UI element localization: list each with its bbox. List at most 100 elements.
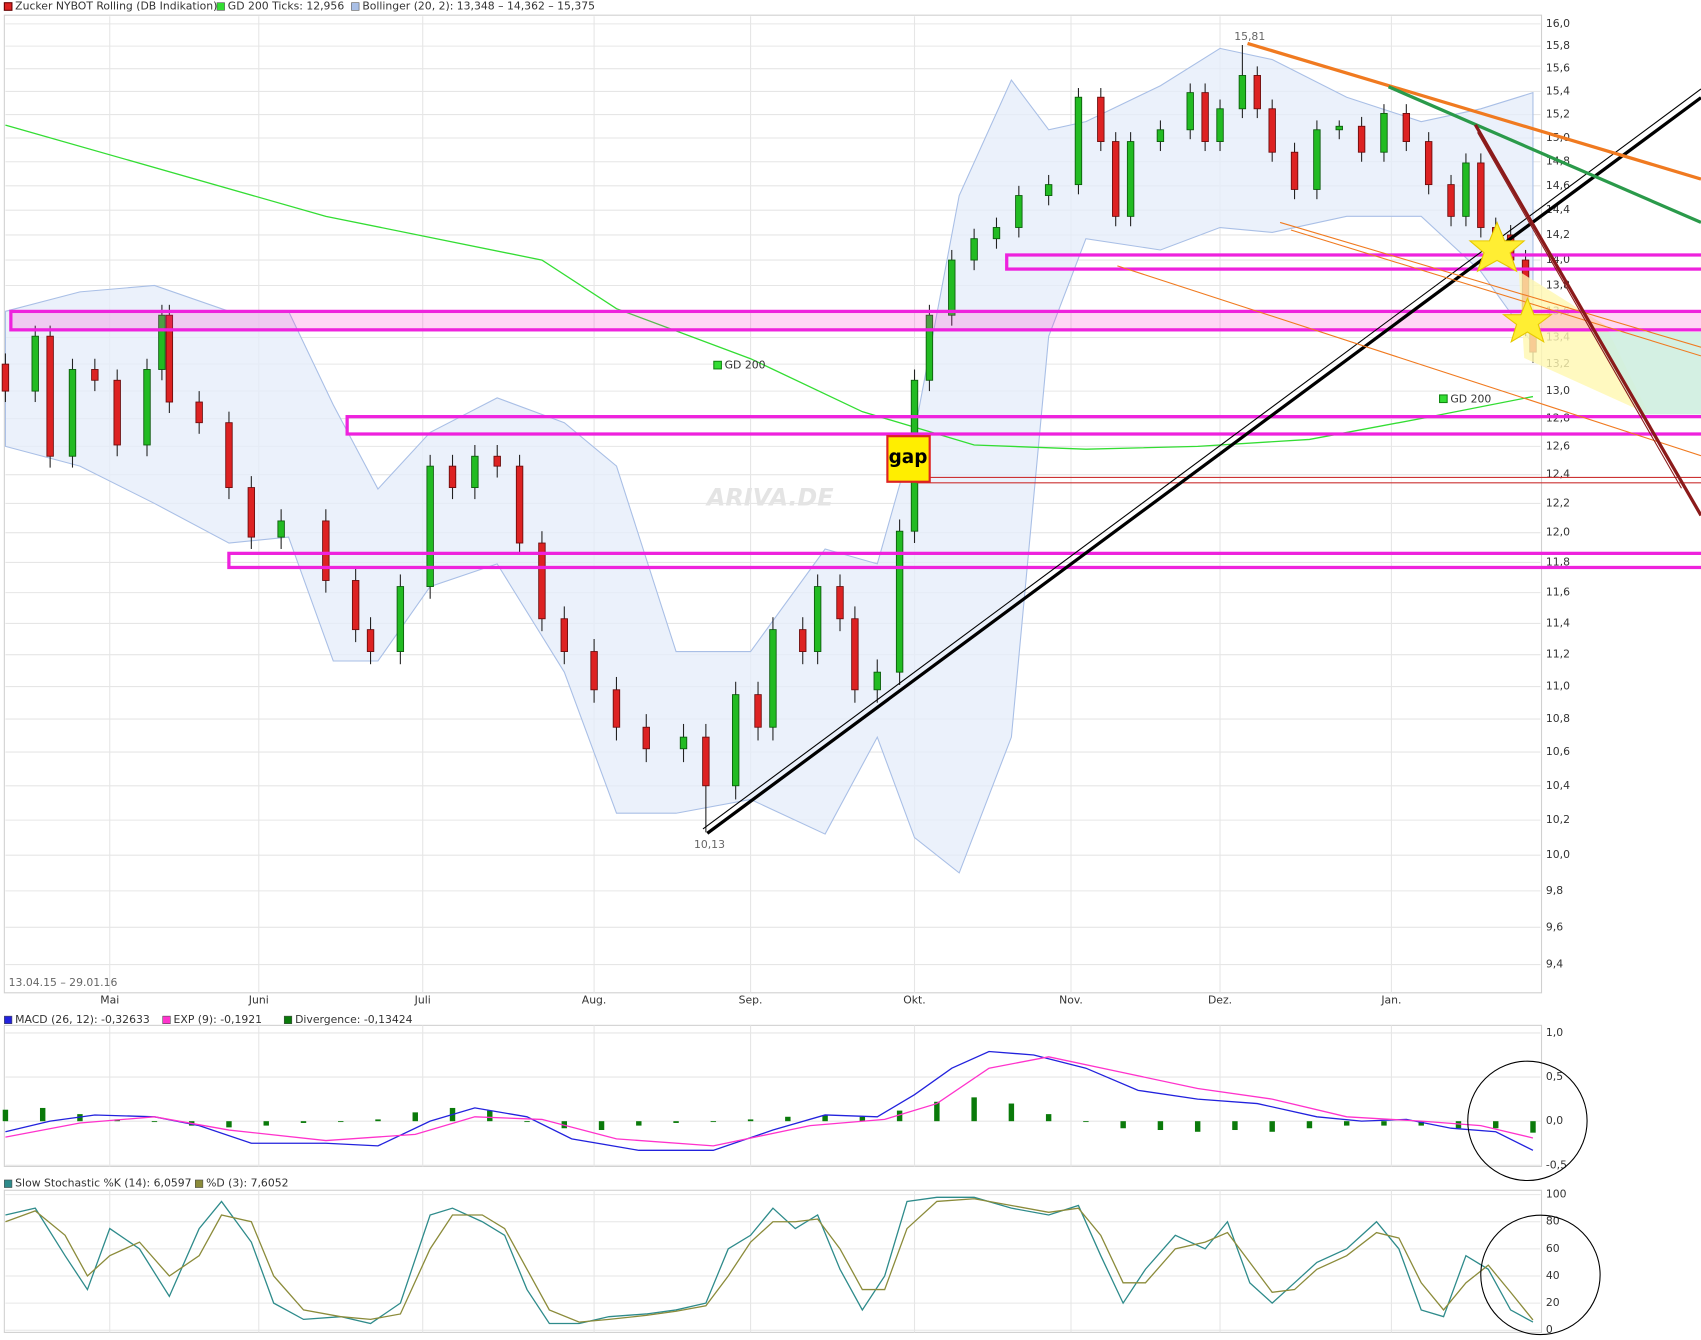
y-tick-label: 1,0 xyxy=(1546,1026,1563,1039)
y-tick-label: 12,6 xyxy=(1546,439,1570,452)
histogram-bar xyxy=(1045,1114,1052,1122)
y-tick-label: 100 xyxy=(1546,1188,1567,1201)
candle-body xyxy=(277,520,285,538)
histogram-bar xyxy=(598,1121,605,1131)
support-zone xyxy=(345,415,1701,436)
candle-body xyxy=(813,586,822,652)
y-tick-label: 0,5 xyxy=(1546,1070,1563,1083)
trend-line xyxy=(706,96,1701,835)
histogram-bar xyxy=(934,1101,940,1122)
candle-body xyxy=(396,586,405,652)
x-tick-label: Aug. xyxy=(582,993,607,1006)
legend-swatch xyxy=(4,1015,13,1024)
highlight-circle xyxy=(1480,1214,1601,1336)
legend-label: MACD (26, 12): -0,32633 xyxy=(15,1013,150,1026)
annotation: GD 200 xyxy=(1450,392,1491,405)
candle-body xyxy=(769,629,777,728)
candle-body xyxy=(1402,112,1411,142)
histogram-bar xyxy=(1306,1121,1313,1129)
y-tick-label: 9,4 xyxy=(1546,958,1563,971)
y-tick-label: -0,5 xyxy=(1546,1158,1567,1171)
histogram-bar xyxy=(1530,1121,1536,1133)
candle-body xyxy=(731,694,740,787)
histogram-bar xyxy=(971,1097,977,1122)
histogram-bar xyxy=(1232,1121,1238,1131)
x-tick-label: Dez. xyxy=(1208,993,1232,1006)
highlight-circle xyxy=(1467,1060,1588,1182)
y-tick-label: 11,6 xyxy=(1546,586,1570,599)
y-tick-label: 15,8 xyxy=(1546,39,1570,52)
candle-body xyxy=(351,580,360,631)
x-tick-label: Juli xyxy=(414,993,431,1006)
histogram-bar xyxy=(785,1116,791,1122)
candle-body xyxy=(1447,184,1455,217)
candle-body xyxy=(1097,96,1105,142)
candle-body xyxy=(873,671,881,691)
trend-line xyxy=(1473,123,1701,517)
histogram-bar xyxy=(859,1116,866,1122)
candle-body xyxy=(165,314,174,403)
trend-line xyxy=(1290,229,1701,357)
candle-body xyxy=(1044,184,1053,196)
y-tick-label: 11,8 xyxy=(1546,555,1570,568)
stochastic-frame xyxy=(3,1189,1543,1333)
candle-body xyxy=(113,379,121,446)
legend-label: GD 200 Ticks: 12,956 xyxy=(228,0,345,13)
histogram-bar xyxy=(822,1115,828,1122)
candle-body xyxy=(1268,108,1276,153)
y-tick-label: 60 xyxy=(1546,1242,1560,1255)
candle-body xyxy=(1357,125,1366,153)
candle-body xyxy=(538,542,546,620)
histogram-bar xyxy=(1418,1121,1424,1126)
histogram-bar xyxy=(2,1109,9,1122)
candle-body xyxy=(799,629,807,652)
candle-body xyxy=(493,455,501,467)
x-tick-label: Jan. xyxy=(1380,993,1401,1006)
candle-body xyxy=(970,238,978,261)
histogram-bar xyxy=(747,1119,754,1122)
candle-body xyxy=(1186,92,1194,131)
candle-body xyxy=(702,736,710,787)
histogram-bar xyxy=(1343,1121,1350,1126)
histogram-bar xyxy=(375,1119,381,1122)
y-tick-label: 14,6 xyxy=(1546,179,1570,192)
candle-body xyxy=(46,335,54,457)
y-tick-label: 10,6 xyxy=(1546,745,1570,758)
legend-swatch xyxy=(216,2,225,11)
candle-body xyxy=(754,694,762,728)
candle-body xyxy=(322,520,330,581)
legend-swatch xyxy=(3,2,13,11)
histogram-bar xyxy=(39,1107,46,1122)
candle-body xyxy=(948,259,956,316)
support-zone xyxy=(1005,253,1701,271)
candle-body xyxy=(448,465,457,489)
y-tick-label: 9,6 xyxy=(1546,920,1563,933)
histogram-bar xyxy=(1083,1121,1089,1123)
candle-body xyxy=(143,369,151,446)
annotation: gap xyxy=(889,447,928,468)
candle-body xyxy=(68,369,77,457)
candle-body xyxy=(366,629,375,652)
candle-body xyxy=(158,314,166,370)
annotation: GD 200 xyxy=(725,359,766,372)
candle-body xyxy=(1477,162,1485,228)
legend-label: %D (3): 7,6052 xyxy=(206,1177,288,1190)
candle-body xyxy=(1238,75,1247,110)
series-line xyxy=(5,1050,1534,1151)
candle-body xyxy=(679,736,688,750)
y-tick-label: 13,8 xyxy=(1546,278,1570,291)
candle-body xyxy=(1253,75,1261,110)
trend-line xyxy=(1247,41,1701,181)
y-tick-label: 40 xyxy=(1546,1269,1560,1282)
x-tick-label: Sep. xyxy=(739,993,763,1006)
legend-swatch xyxy=(194,1179,204,1188)
candle-body xyxy=(426,465,434,587)
candle-body xyxy=(1216,108,1224,142)
legend-label: EXP (9): -0,1921 xyxy=(174,1013,262,1026)
candle-body xyxy=(247,487,256,538)
y-tick-label: 11,2 xyxy=(1546,648,1570,661)
y-tick-label: 14,2 xyxy=(1546,228,1570,241)
y-tick-label: 15,6 xyxy=(1546,62,1570,75)
